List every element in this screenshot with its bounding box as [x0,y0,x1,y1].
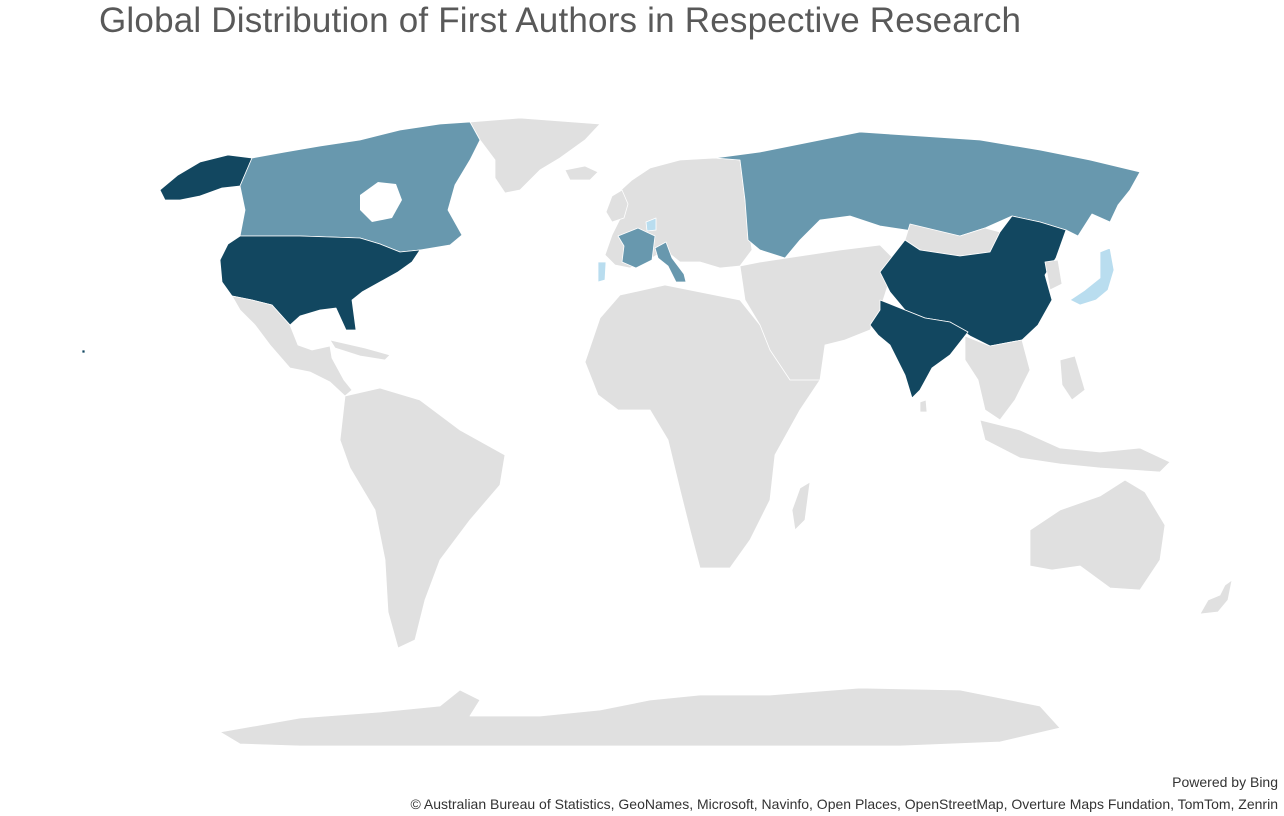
region-italy[interactable] [654,241,687,283]
region-australia[interactable] [1029,479,1166,591]
region-india[interactable] [869,299,969,399]
region-new-zealand[interactable] [1199,579,1233,615]
region-alaska[interactable] [159,154,253,201]
region-greenland[interactable] [469,117,601,194]
region-philippines[interactable] [1059,355,1086,401]
region-japan[interactable] [1069,247,1115,306]
region-korea[interactable] [1044,259,1063,291]
region-uk-ireland[interactable] [605,189,629,223]
region-indonesia[interactable] [979,419,1171,473]
region-southeast-asia[interactable] [964,335,1031,421]
map-title: Global Distribution of First Authors in … [99,1,1022,40]
copyright-attribution: © Australian Bureau of Statistics, GeoNa… [410,796,1278,812]
region-sri-lanka[interactable] [919,399,928,413]
region-france[interactable] [617,227,656,269]
region-mexico-central-america[interactable] [231,295,353,397]
region-africa[interactable] [584,284,821,569]
region-middle-east-central-asia[interactable] [739,244,896,381]
region-portugal[interactable] [597,261,607,283]
region-south-america[interactable] [339,387,506,649]
powered-by-label: Powered by Bing [1172,774,1278,790]
region-hawaii[interactable] [81,349,86,354]
region-iceland[interactable] [564,165,599,181]
region-united-states[interactable] [219,235,421,331]
region-netherlands[interactable] [645,217,657,232]
region-madagascar[interactable] [791,481,811,531]
region-caribbean[interactable] [329,339,391,361]
region-canada[interactable] [239,121,481,253]
region-antarctica[interactable] [219,687,1061,747]
hudson-bay [360,182,402,222]
